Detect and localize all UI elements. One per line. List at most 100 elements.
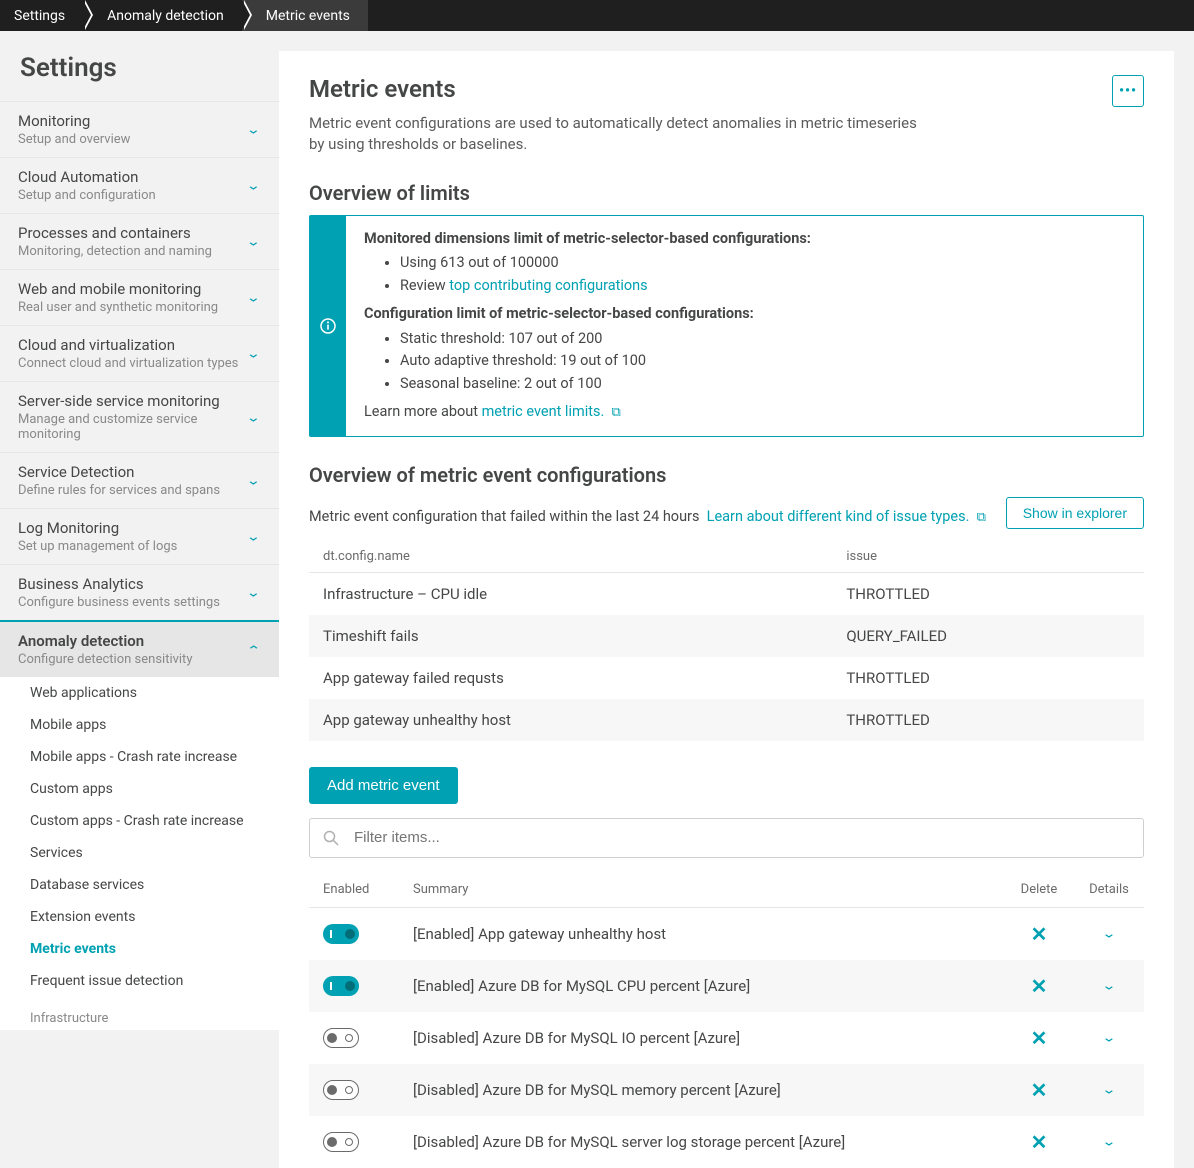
main-content: Metric events Metric event configuration… [279,51,1174,1168]
dim-review-prefix: Review [400,277,449,294]
sidebar-item-sublabel: Monitoring, detection and naming [18,244,212,259]
delete-icon[interactable]: ✕ [1031,1026,1048,1050]
sidebar-subitem-mobile-apps[interactable]: Mobile apps [0,709,279,741]
info-icon-bar [310,216,346,436]
cell-summary: [Disabled] Azure DB for MySQL server log… [399,1116,1004,1168]
add-metric-event-button[interactable]: Add metric event [309,767,458,804]
page-title: Metric events [309,75,929,103]
dim-review: Review top contributing configurations [400,275,811,297]
cell-config-name: App gateway failed requsts [309,657,832,699]
sidebar-item-web-and-mobile-monitoring[interactable]: Web and mobile monitoringReal user and s… [0,269,279,325]
table-row[interactable]: Infrastructure – CPU idleTHROTTLED [309,572,1144,615]
sidebar-subitem-custom-apps-crash-rate-increase[interactable]: Custom apps - Crash rate increase [0,805,279,837]
col-enabled: Enabled [309,872,399,908]
sidebar-item-cloud-automation[interactable]: Cloud AutomationSetup and configuration⌄ [0,157,279,213]
crumb-settings[interactable]: Settings [0,0,83,31]
limits-heading: Overview of limits [309,181,1144,205]
sidebar-item-label: Business Analytics [18,575,220,593]
external-link-icon: ⧉ [973,510,986,525]
sidebar-item-service-detection[interactable]: Service DetectionDefine rules for servic… [0,452,279,508]
enabled-toggle[interactable] [323,924,359,944]
chevron-down-icon[interactable]: ⌄ [1101,1134,1116,1149]
sidebar-subitem-frequent-issue-detection[interactable]: Frequent issue detection [0,965,279,997]
sidebar-item-log-monitoring[interactable]: Log MonitoringSet up management of logs⌄ [0,508,279,564]
sidebar-subitem-mobile-apps-crash-rate-increase[interactable]: Mobile apps - Crash rate increase [0,741,279,773]
sidebar-item-monitoring[interactable]: MonitoringSetup and overview⌄ [0,101,279,157]
ellipsis-icon: ••• [1119,83,1137,99]
chevron-down-icon: ⌄ [246,122,261,137]
enabled-toggle[interactable] [323,976,359,996]
sidebar-item-server-side-service-monitoring[interactable]: Server-side service monitoring Manage and… [0,381,279,452]
sidebar-sub-section-header: Infrastructure [0,997,279,1030]
sidebar-subitem-services[interactable]: Services [0,837,279,869]
issue-types-link-text: Learn about different kind of issue type… [707,508,970,525]
crumb-anomaly-detection[interactable]: Anomaly detection [83,0,242,31]
chevron-down-icon[interactable]: ⌄ [1101,926,1116,941]
chevron-down-icon: ⌄ [246,290,261,305]
enabled-toggle[interactable] [323,1028,359,1048]
sidebar-subitem-extension-events[interactable]: Extension events [0,901,279,933]
sidebar-item-label: Server-side service monitoring [18,392,246,410]
sidebar-subitem-web-applications[interactable]: Web applications [0,677,279,709]
table-row[interactable]: App gateway failed requstsTHROTTLED [309,657,1144,699]
sidebar-item-anomaly-detection[interactable]: Anomaly detectionConfigure detection sen… [0,620,279,677]
table-row[interactable]: Timeshift failsQUERY_FAILED [309,615,1144,657]
show-in-explorer-button[interactable]: Show in explorer [1006,497,1144,529]
external-link-icon: ⧉ [608,405,621,420]
sidebar-item-processes-and-containers[interactable]: Processes and containersMonitoring, dete… [0,213,279,269]
chevron-down-icon: ⌄ [246,585,261,600]
delete-icon[interactable]: ✕ [1031,1078,1048,1102]
metric-event-limits-link[interactable]: metric event limits. ⧉ [482,403,621,420]
sidebar-item-sublabel: Set up management of logs [18,539,177,554]
top-contributing-link[interactable]: top contributing configurations [449,277,647,294]
enabled-toggle[interactable] [323,1080,359,1100]
cell-issue: THROTTLED [832,657,1144,699]
cell-config-name: App gateway unhealthy host [309,699,832,741]
chevron-up-icon: ⌄ [246,642,261,657]
issue-types-link[interactable]: Learn about different kind of issue type… [707,508,986,525]
chevron-down-icon: ⌄ [246,473,261,488]
sidebar-item-label: Service Detection [18,463,220,481]
chevron-down-icon[interactable]: ⌄ [1101,1030,1116,1045]
seasonal-baseline: Seasonal baseline: 2 out of 100 [400,373,811,395]
dim-limit-heading: Monitored dimensions limit of metric-sel… [364,230,811,247]
info-icon [320,318,336,334]
cell-config-name: Timeshift fails [309,615,832,657]
sidebar-subitem-custom-apps[interactable]: Custom apps [0,773,279,805]
sidebar: Settings MonitoringSetup and overview⌄Cl… [0,31,279,1168]
chevron-down-icon[interactable]: ⌄ [1101,1082,1116,1097]
sidebar-item-business-analytics[interactable]: Business AnalyticsConfigure business eve… [0,564,279,620]
sidebar-subitem-metric-events[interactable]: Metric events [0,933,279,965]
cell-summary: [Enabled] Azure DB for MySQL CPU percent… [399,960,1004,1012]
delete-icon[interactable]: ✕ [1031,974,1048,998]
table-row: [Enabled] App gateway unhealthy host✕⌄ [309,907,1144,960]
crumb-label: Anomaly detection [107,8,224,24]
cell-config-name: Infrastructure – CPU idle [309,572,832,615]
cell-issue: QUERY_FAILED [832,615,1144,657]
enabled-toggle[interactable] [323,1132,359,1152]
table-row[interactable]: App gateway unhealthy hostTHROTTLED [309,699,1144,741]
sidebar-nav: MonitoringSetup and overview⌄Cloud Autom… [0,101,279,1030]
cell-issue: THROTTLED [832,572,1144,615]
delete-icon[interactable]: ✕ [1031,1130,1048,1154]
delete-icon[interactable]: ✕ [1031,922,1048,946]
more-actions-button[interactable]: ••• [1112,75,1144,107]
filter-input[interactable] [354,829,1131,846]
filter-box[interactable] [309,818,1144,858]
sidebar-item-sublabel: Setup and configuration [18,188,156,203]
sidebar-item-cloud-and-virtualization[interactable]: Cloud and virtualizationConnect cloud an… [0,325,279,381]
learn-link-text: metric event limits. [482,403,605,420]
static-threshold: Static threshold: 107 out of 200 [400,328,811,350]
events-table: Enabled Summary Delete Details [Enabled]… [309,872,1144,1168]
table-row: [Disabled] Azure DB for MySQL memory per… [309,1064,1144,1116]
sidebar-item-label: Log Monitoring [18,519,177,537]
col-details: Details [1074,872,1144,908]
crumb-metric-events[interactable]: Metric events [242,0,368,31]
sidebar-item-sublabel: Manage and customize service monitoring [18,412,246,442]
col-issue: issue [832,541,1144,573]
sidebar-item-label: Cloud and virtualization [18,336,238,354]
chevron-down-icon: ⌄ [246,234,261,249]
table-row: [Disabled] Azure DB for MySQL IO percent… [309,1012,1144,1064]
sidebar-subitem-database-services[interactable]: Database services [0,869,279,901]
chevron-down-icon[interactable]: ⌄ [1101,978,1116,993]
